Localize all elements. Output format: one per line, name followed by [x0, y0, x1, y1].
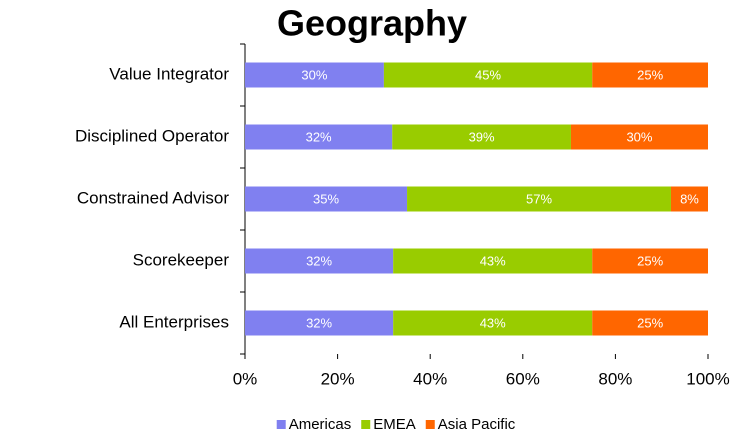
bar-segment	[670, 186, 708, 212]
x-tick-label: 40%	[413, 369, 447, 388]
value-label: 39%	[469, 129, 495, 144]
x-tick-label: 80%	[598, 369, 632, 388]
legend-swatch	[361, 420, 371, 429]
legend-label: Americas	[289, 416, 352, 433]
x-tick-label: 0%	[233, 369, 258, 388]
bar-segment	[592, 248, 708, 274]
bar-segment	[393, 310, 593, 336]
legend-label: EMEA	[373, 416, 416, 433]
value-label: 25%	[637, 253, 663, 268]
value-label: 30%	[626, 129, 652, 144]
value-label: 32%	[306, 129, 332, 144]
value-label: 25%	[637, 67, 663, 82]
legend-swatch	[276, 420, 286, 429]
y-tick-label: Value Integrator	[109, 64, 229, 83]
legend-label: Asia Pacific	[438, 416, 516, 433]
value-label: 32%	[306, 253, 332, 268]
x-tick-label: 100%	[686, 369, 729, 388]
bar-segment	[393, 248, 593, 274]
value-label: 43%	[480, 253, 506, 268]
bar-segment	[245, 62, 384, 88]
value-label: 57%	[526, 191, 552, 206]
y-tick-label: Constrained Advisor	[77, 188, 229, 207]
bar-segment	[245, 124, 393, 150]
bar-segment	[245, 310, 394, 336]
bar-segment	[407, 186, 671, 212]
y-tick-label: All Enterprises	[119, 312, 229, 331]
bar-segment	[245, 248, 394, 274]
bar-segment	[592, 310, 708, 336]
value-label: 25%	[637, 315, 663, 330]
bar-segment	[392, 124, 571, 150]
bar-segment	[383, 62, 593, 88]
value-label: 32%	[306, 315, 332, 330]
y-tick-label: Scorekeeper	[133, 250, 230, 269]
value-label: 8%	[680, 191, 699, 206]
bar-segment	[245, 186, 408, 212]
x-tick-label: 60%	[506, 369, 540, 388]
value-label: 43%	[480, 315, 506, 330]
bar-segment	[570, 124, 708, 150]
x-tick-label: 20%	[321, 369, 355, 388]
value-label: 30%	[301, 67, 327, 82]
value-label: 35%	[313, 191, 339, 206]
y-tick-label: Disciplined Operator	[75, 126, 229, 145]
bar-segment	[592, 62, 708, 88]
value-label: 45%	[475, 67, 501, 82]
legend-swatch	[425, 420, 435, 429]
chart-title: Geography	[277, 3, 467, 44]
